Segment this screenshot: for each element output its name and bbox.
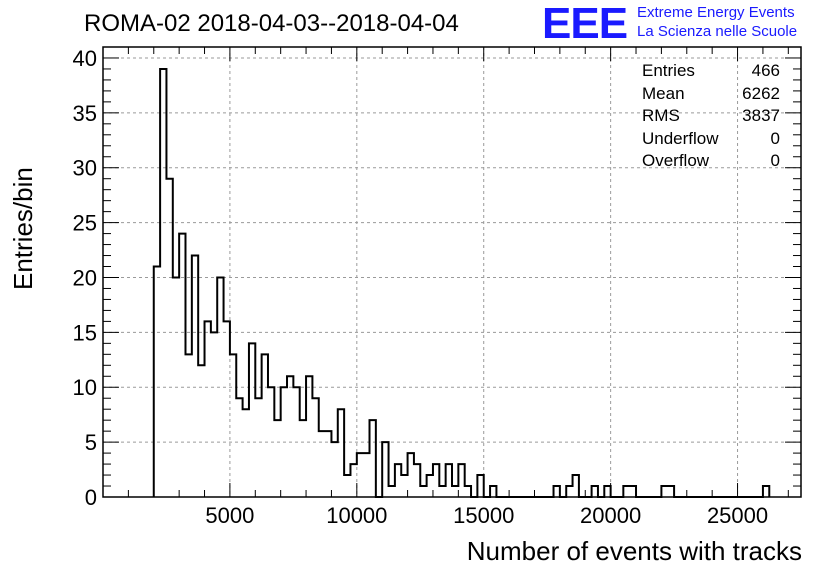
- y-tick-label: 0: [85, 485, 97, 510]
- stat-value: 466: [751, 61, 780, 80]
- y-tick-label: 10: [73, 375, 97, 400]
- y-axis-label: Entries/bin: [8, 167, 38, 290]
- stat-label: Mean: [642, 83, 685, 103]
- stat-label: RMS: [642, 106, 680, 125]
- x-tick-label: 25000: [707, 503, 768, 528]
- y-tick-label: 15: [73, 320, 97, 345]
- eee-logo: EEE: [542, 0, 628, 48]
- axis-ticks: [103, 47, 801, 498]
- histogram-line: [152, 67, 771, 498]
- logo-line-1: Extreme Energy Events: [637, 4, 795, 21]
- x-tick-label: 15000: [453, 503, 514, 528]
- x-tick-label: 10000: [326, 503, 387, 528]
- stat-row-mean: Mean 6262: [642, 83, 780, 106]
- stat-value: 6262: [742, 83, 780, 103]
- stat-label: Overflow: [642, 151, 710, 170]
- chart-title: ROMA-02 2018-04-03--2018-04-04: [84, 10, 459, 37]
- plot-frame: [102, 46, 802, 498]
- x-tick-label: 20000: [580, 503, 641, 528]
- stat-value: 0: [770, 151, 780, 170]
- y-tick-label: 25: [73, 211, 97, 236]
- y-tick-label: 40: [73, 46, 97, 71]
- y-tick-label: 30: [73, 156, 97, 181]
- stat-row-entries: Entries 466: [642, 60, 780, 83]
- stat-row-underflow: Underflow 0: [642, 128, 780, 151]
- y-tick-label: 35: [73, 101, 97, 126]
- logo-caption: Extreme Energy Events La Scienza nelle S…: [637, 3, 797, 41]
- y-tick-label: 20: [73, 265, 97, 290]
- y-tick-labels: 0 5 10 15 20 25 30 35 40: [73, 46, 97, 510]
- stat-value: 0: [770, 128, 780, 148]
- stats-box: Entries 466 Mean 6262 RMS 3837 Underflow…: [642, 60, 780, 173]
- stat-label: Underflow: [642, 128, 719, 148]
- grid-lines: [103, 47, 801, 497]
- logo-line-2: La Scienza nelle Scuole: [637, 23, 798, 40]
- stat-label: Entries: [642, 61, 695, 80]
- y-tick-label: 5: [85, 430, 97, 455]
- x-tick-labels: 5000 10000 15000 20000 25000: [205, 503, 768, 528]
- x-tick-label: 5000: [205, 503, 254, 528]
- stat-row-rms: RMS 3837: [642, 105, 780, 128]
- stat-row-overflow: Overflow 0: [642, 150, 780, 173]
- stat-value: 3837: [742, 106, 780, 125]
- x-axis-label: Number of events with tracks: [466, 536, 802, 566]
